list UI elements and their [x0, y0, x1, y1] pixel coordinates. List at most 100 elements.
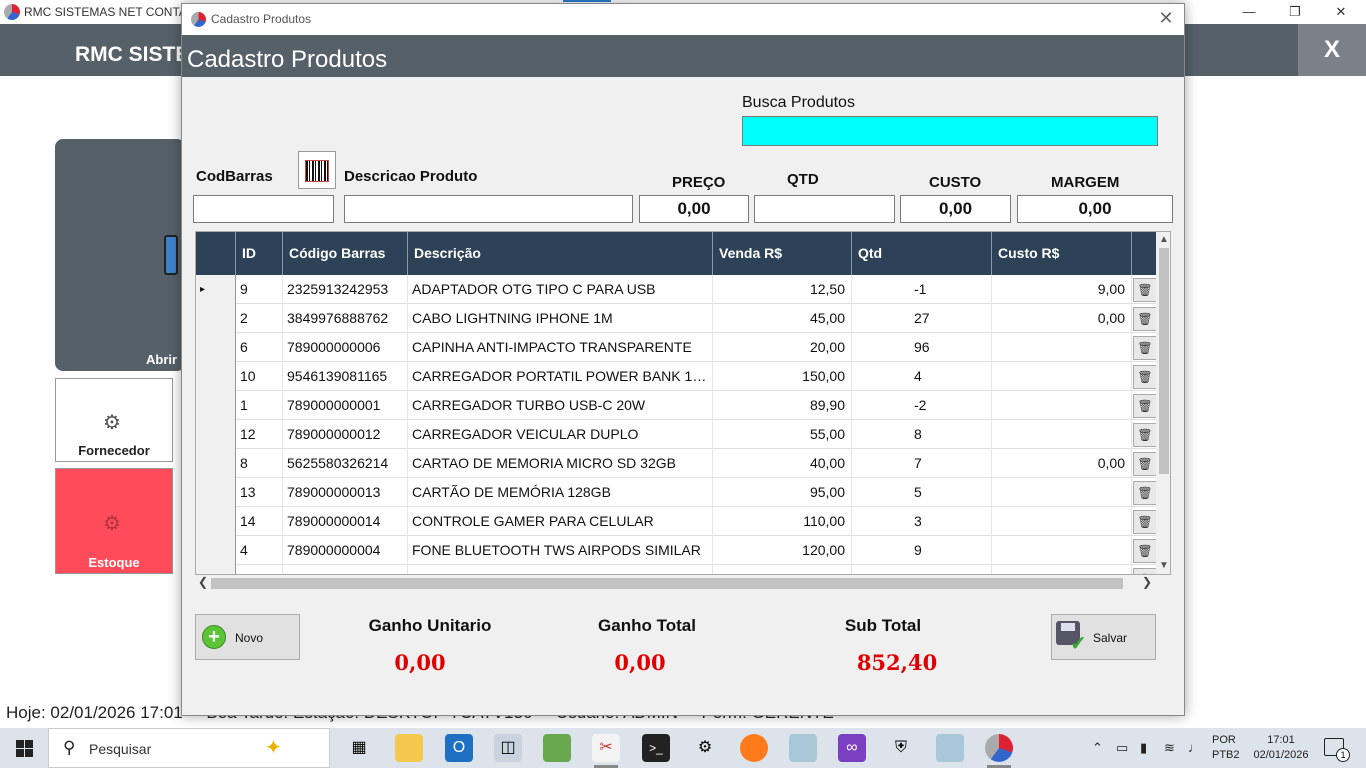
- table-row[interactable]: 13 789000000013 CARTÃO DE MEMÓRIA 128GB 95,…: [196, 478, 1157, 507]
- barcode-button[interactable]: [298, 151, 336, 189]
- terminal-icon[interactable]: >_: [642, 734, 670, 762]
- col-header-id[interactable]: ID: [236, 232, 283, 275]
- col-header-codigo[interactable]: Código Barras: [283, 232, 408, 275]
- row-selector[interactable]: [196, 565, 236, 574]
- app-generic-icon[interactable]: [789, 734, 817, 762]
- cell-codigo: 789000000013: [283, 478, 408, 507]
- qtd-input[interactable]: [754, 195, 895, 223]
- vertical-scrollbar[interactable]: ▲ ▼: [1156, 232, 1170, 574]
- cell-codigo: 789000000012: [283, 420, 408, 449]
- codbarras-input[interactable]: [193, 195, 334, 223]
- firefox-icon[interactable]: [740, 734, 768, 762]
- trash-icon[interactable]: 🗑: [1133, 423, 1157, 447]
- language-indicator[interactable]: POR PTB2: [1212, 733, 1240, 763]
- fornecedor-tile[interactable]: ⚙ Fornecedor: [55, 378, 173, 462]
- trash-icon[interactable]: 🗑: [1133, 539, 1157, 563]
- table-row[interactable]: 12 789000000012 CARREGADOR VEICULAR DUPLO 5…: [196, 420, 1157, 449]
- scroll-left-icon[interactable]: ❮: [198, 575, 209, 589]
- trash-icon[interactable]: 🗑: [1133, 336, 1157, 360]
- trash-icon[interactable]: 🗑: [1133, 510, 1157, 534]
- main-close-button[interactable]: ✕: [1335, 4, 1347, 19]
- abrir-tile[interactable]: Abrir: [55, 139, 185, 371]
- row-selector[interactable]: [196, 478, 236, 507]
- cell-id: 10: [236, 362, 283, 391]
- col-header-venda[interactable]: Venda R$: [713, 232, 852, 275]
- app-window-icon[interactable]: ◫: [494, 734, 522, 762]
- margem-input[interactable]: 0,00: [1017, 195, 1173, 223]
- table-row[interactable]: 3789000000003FONE DE OUVIDO P2 COM MICRO…: [196, 565, 1157, 574]
- restore-button[interactable]: ❐: [1289, 4, 1301, 19]
- col-header-qtd[interactable]: Qtd: [852, 232, 992, 275]
- estoque-tile[interactable]: ⚙ Estoque: [55, 468, 173, 574]
- dialog-close-button[interactable]: ✕: [1158, 8, 1174, 28]
- row-selector[interactable]: [196, 507, 236, 536]
- table-row[interactable]: 8 5625580326214 CARTAO DE MEMORIA MICRO SD…: [196, 449, 1157, 478]
- trash-icon[interactable]: 🗑: [1133, 394, 1157, 418]
- minimize-button[interactable]: —: [1242, 4, 1256, 19]
- novo-button[interactable]: + Novo: [195, 614, 300, 660]
- cell-venda: 45,00: [713, 304, 852, 333]
- chevron-up-icon[interactable]: ⌃: [1092, 740, 1103, 755]
- row-selector[interactable]: [196, 333, 236, 362]
- cell-id: 4: [236, 536, 283, 565]
- file-explorer-icon[interactable]: [395, 734, 423, 762]
- custo-input[interactable]: 0,00: [900, 195, 1011, 223]
- col-header-custo[interactable]: Custo R$: [992, 232, 1132, 275]
- descricao-input[interactable]: [344, 195, 633, 223]
- col-header-descricao[interactable]: Descrição: [408, 232, 713, 275]
- busca-input[interactable]: [742, 116, 1158, 146]
- scroll-up-icon[interactable]: ▲: [1159, 234, 1169, 245]
- taskbar: ⚲ Pesquisar ✦ ▦ O ◫ ✂ >_ ⚙ ∞ ⛨ ⌃ ▭ ▮ ≋ ♩…: [0, 728, 1366, 768]
- row-selector[interactable]: [196, 536, 236, 565]
- trash-icon[interactable]: 🗑: [1133, 365, 1157, 389]
- notification-icon[interactable]: 1: [1324, 738, 1350, 762]
- trash-icon[interactable]: 🗑: [1133, 452, 1157, 476]
- cell-qtd: 5: [852, 478, 992, 507]
- battery-icon[interactable]: ▮: [1140, 740, 1148, 755]
- salvar-button[interactable]: ✓ Salvar: [1051, 614, 1156, 660]
- dialog-window-title: Cadastro Produtos: [211, 12, 312, 26]
- table-row[interactable]: 6 789000000006 CAPINHA ANTI-IMPACTO TRANSP…: [196, 333, 1157, 362]
- table-row[interactable]: 14 789000000014 CONTROLE GAMER PARA CELULA…: [196, 507, 1157, 536]
- row-selector[interactable]: ▸: [196, 275, 236, 304]
- search-icon: ⚲: [63, 738, 76, 757]
- device-icon[interactable]: ▭: [1116, 740, 1129, 755]
- clock[interactable]: 17:01 02/01/2026: [1248, 733, 1314, 763]
- table-row[interactable]: ▸ 9 2325913242953 ADAPTADOR OTG TIPO C PARA…: [196, 275, 1157, 304]
- horizontal-scroll-thumb[interactable]: [211, 578, 1123, 589]
- settings-icon[interactable]: ⚙: [697, 739, 713, 756]
- table-row[interactable]: 1 789000000001 CARREGADOR TURBO USB-C 20W 8…: [196, 391, 1157, 420]
- table-row[interactable]: 2 3849976888762 CABO LIGHTNING IPHONE 1M 45…: [196, 304, 1157, 333]
- shield-icon[interactable]: ⛨: [894, 739, 907, 756]
- preco-input[interactable]: 0,00: [639, 195, 749, 223]
- volume-icon[interactable]: ♩: [1188, 740, 1201, 755]
- trash-icon[interactable]: 🗑: [1133, 481, 1157, 505]
- app-generic-icon[interactable]: [936, 734, 964, 762]
- scroll-down-icon[interactable]: ▼: [1159, 560, 1169, 571]
- app-tool-icon[interactable]: ✂: [592, 734, 620, 768]
- cell-venda: 150,00: [713, 362, 852, 391]
- row-selector[interactable]: [196, 420, 236, 449]
- scroll-right-icon[interactable]: ❯: [1142, 575, 1153, 589]
- trash-icon[interactable]: 🗑: [1133, 278, 1157, 302]
- wifi-icon[interactable]: ≋: [1164, 740, 1175, 755]
- vertical-scroll-thumb[interactable]: [1159, 248, 1169, 474]
- table-row[interactable]: 10 9546139081165 CARREGADOR PORTATIL POWER…: [196, 362, 1157, 391]
- rmc-app-icon[interactable]: [985, 734, 1013, 768]
- row-selector[interactable]: [196, 449, 236, 478]
- row-selector[interactable]: [196, 304, 236, 333]
- trash-icon[interactable]: 🗑: [1133, 568, 1157, 574]
- taskbar-search[interactable]: ⚲ Pesquisar ✦: [48, 728, 330, 768]
- row-selector[interactable]: [196, 391, 236, 420]
- row-selector[interactable]: [196, 362, 236, 391]
- task-view-icon[interactable]: ▦: [351, 739, 367, 756]
- main-header-close-button[interactable]: X: [1298, 24, 1366, 76]
- app-map-icon[interactable]: [543, 734, 571, 762]
- horizontal-scrollbar[interactable]: ❮ ❯: [195, 575, 1155, 592]
- start-button[interactable]: [0, 728, 48, 768]
- trash-icon[interactable]: 🗑: [1133, 307, 1157, 331]
- table-row[interactable]: 4 789000000004 FONE BLUETOOTH TWS AIRPODS …: [196, 536, 1157, 565]
- visual-studio-icon[interactable]: ∞: [838, 734, 866, 762]
- qtd-label: QTD: [787, 171, 819, 188]
- outlook-icon[interactable]: O: [445, 734, 473, 762]
